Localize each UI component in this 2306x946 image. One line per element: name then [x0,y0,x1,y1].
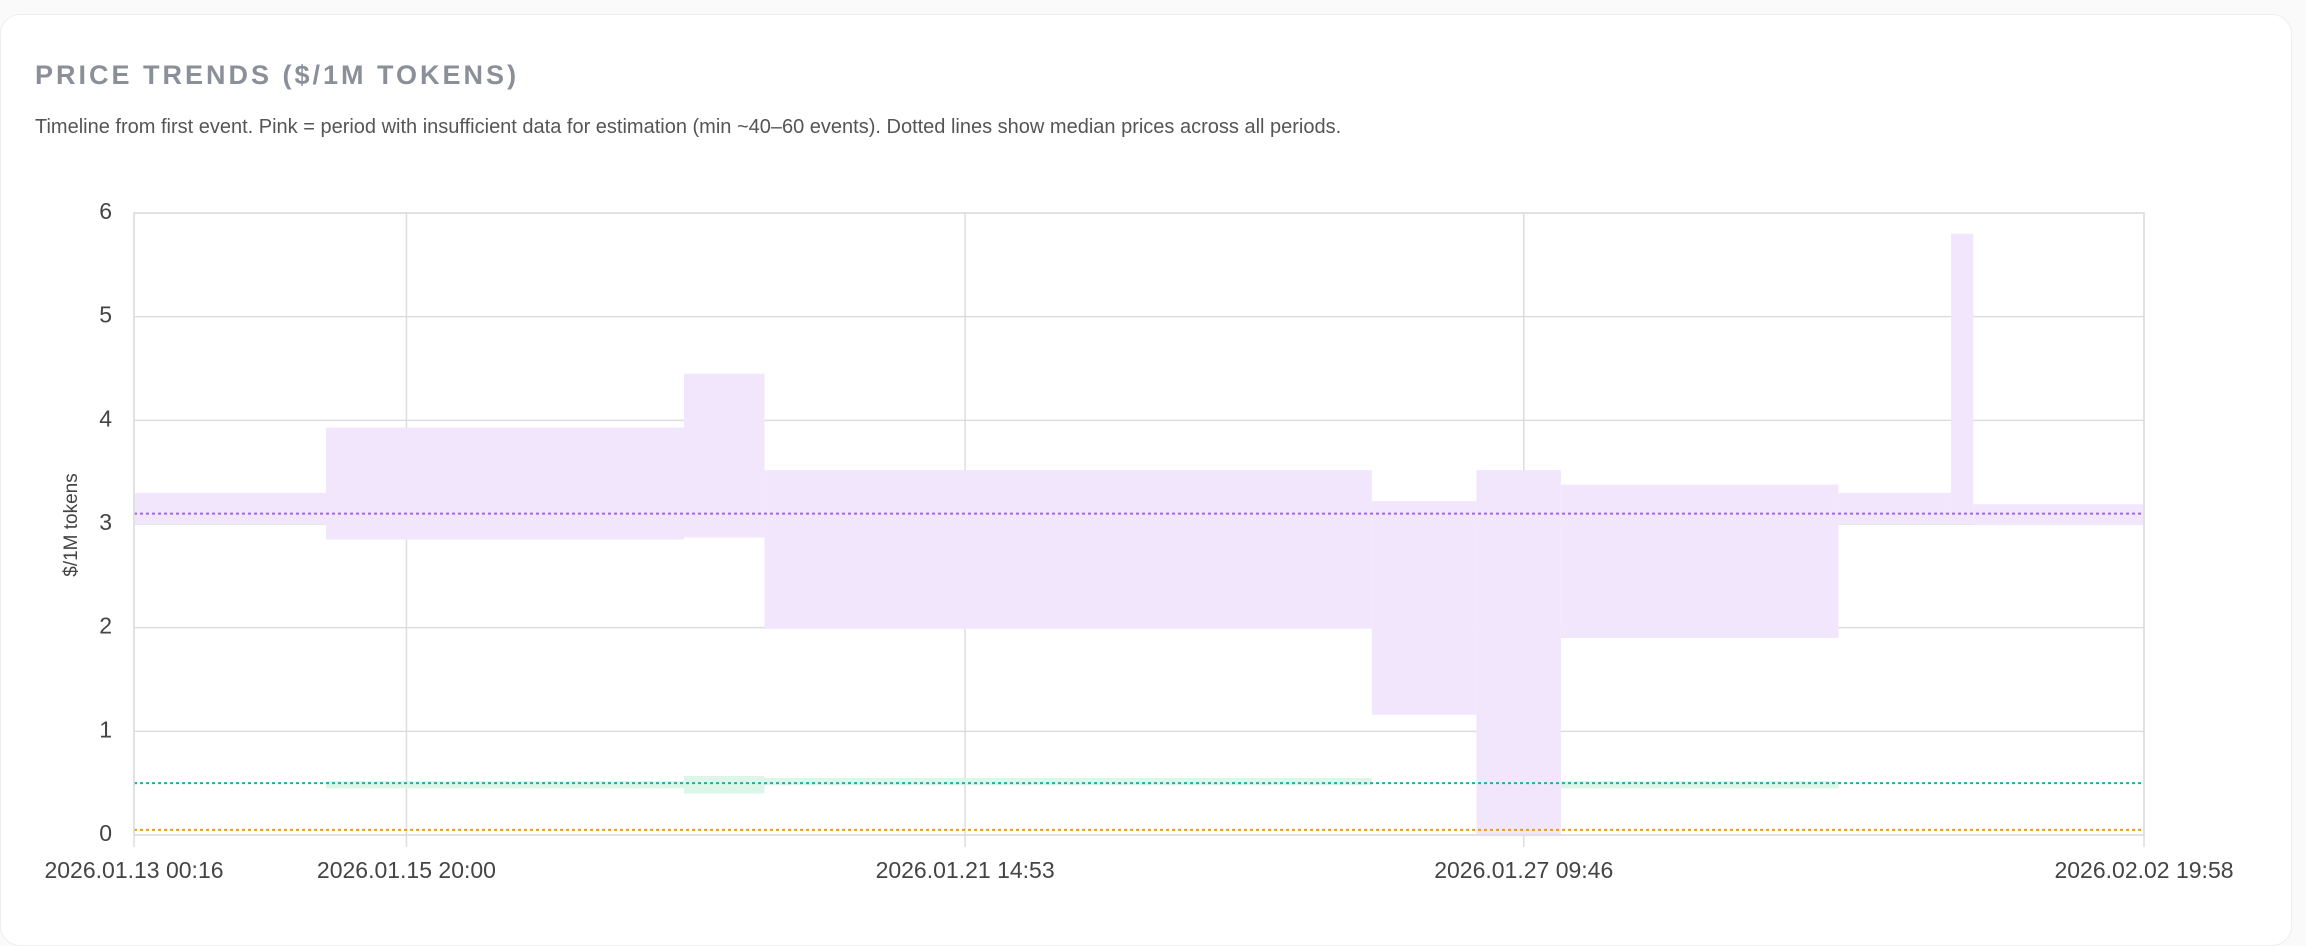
y-tick-label: 3 [99,509,112,535]
range-band [1838,492,1952,524]
y-tick-label: 0 [99,820,112,846]
y-tick-label: 2 [99,613,112,639]
plot-border [133,212,2145,836]
range-band [764,777,1372,786]
y-axis-label: $/1M tokens [61,473,82,577]
range-band [1560,781,1839,789]
x-tick-label: 2026.01.13 00:16 [44,857,223,883]
range-band [1951,233,1974,524]
y-tick-label: 6 [99,198,112,224]
title: PRICE TRENDS ($/1M TOKENS) [35,60,520,90]
range-band [1476,470,1561,835]
y-tick-label: 1 [99,716,112,742]
range-band [1973,504,2144,526]
range-band [134,492,327,524]
range-band [326,427,684,540]
x-tick-label: 2026.01.27 09:46 [1434,857,1613,883]
range-band [326,781,684,789]
x-tick-label: 2026.02.02 19:58 [2054,857,2233,883]
range-band [683,373,765,538]
range-band [764,470,1372,629]
range-band [1371,501,1477,715]
y-tick-label: 4 [99,405,112,431]
subtitle: Timeline from first event. Pink = period… [35,116,1342,138]
range-band [1560,484,1839,639]
x-tick-label: 2026.01.15 20:00 [317,857,496,883]
x-tick-label: 2026.01.21 14:53 [876,857,1055,883]
y-tick-label: 5 [99,302,112,328]
range-band [683,775,765,794]
